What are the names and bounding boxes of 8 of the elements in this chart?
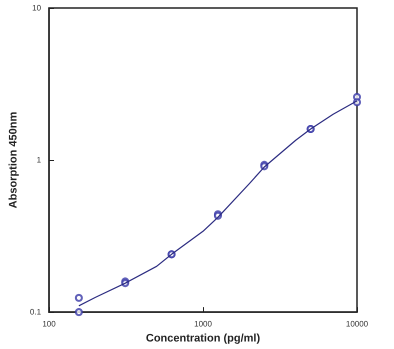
- x-tick-label: 100: [42, 320, 56, 329]
- x-axis-title: Concentration (pg/ml): [146, 332, 260, 344]
- x-tick-label: 1000: [194, 320, 212, 329]
- x-tick-label: 10000: [346, 320, 369, 329]
- y-tick-label: 0.1: [30, 308, 42, 317]
- y-axis-title: Absorption 450nm: [8, 112, 20, 208]
- y-tick-label: 10: [32, 4, 42, 12]
- y-tick-label: 1: [36, 156, 42, 165]
